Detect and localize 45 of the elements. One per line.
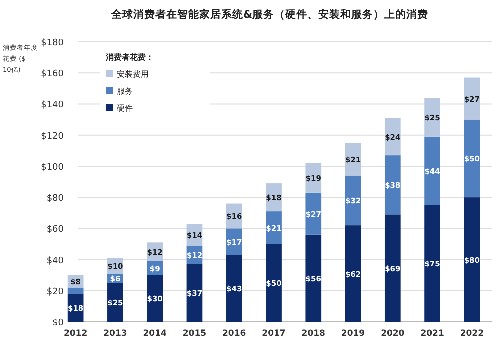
bar: [384, 118, 401, 156]
y-tick-label: $100: [41, 162, 64, 173]
legend-title: 消费者花费：: [105, 53, 154, 62]
bar: [424, 205, 440, 322]
y-tick-label: $20: [46, 287, 64, 298]
x-tick-label: 2016: [222, 329, 246, 339]
bar: [464, 78, 480, 120]
x-tick-label: 2012: [64, 329, 88, 339]
legend-label: 安装费用: [117, 70, 149, 79]
bar: [186, 264, 203, 322]
y-tick-label: $60: [46, 225, 64, 236]
bar: [424, 98, 440, 137]
bar: [384, 214, 401, 322]
bar: [424, 136, 440, 206]
y-tick-label: $180: [41, 38, 64, 48]
x-tick-label: 2018: [302, 329, 326, 339]
bar: [68, 288, 84, 294]
bar: [384, 156, 401, 215]
bar: [464, 120, 480, 198]
x-tick-label: 2014: [143, 329, 167, 339]
bar: [345, 226, 362, 322]
bar: [306, 192, 322, 235]
x-tick-label: 2013: [104, 329, 128, 339]
bar: [226, 255, 242, 322]
x-tick-label: 2015: [182, 329, 207, 339]
bar: [108, 283, 124, 322]
y-tick-label: $140: [41, 100, 64, 111]
y-tick-label: $40: [46, 256, 64, 266]
legend-label: 服务: [117, 87, 133, 96]
bar: [345, 176, 362, 226]
y-tick-label: $0: [52, 318, 64, 328]
bar: [266, 244, 282, 322]
legend-label: 硬件: [117, 104, 133, 113]
x-tick-label: 2021: [420, 329, 444, 339]
x-tick-label: 2019: [341, 329, 366, 339]
y-tick-label: $120: [41, 132, 64, 142]
chart-title: 全球消费者在智能家居系统&服务（硬件、安装和服务）上的消费: [110, 8, 429, 21]
x-tick-label: 2020: [381, 329, 405, 339]
bar: [306, 234, 322, 322]
bar: [147, 275, 164, 322]
y-tick-label: $160: [41, 70, 64, 80]
x-tick-label: 2022: [460, 329, 484, 339]
x-tick-label: 2017: [262, 329, 286, 339]
y-tick-label: $80: [46, 194, 64, 204]
bar: [464, 198, 480, 322]
